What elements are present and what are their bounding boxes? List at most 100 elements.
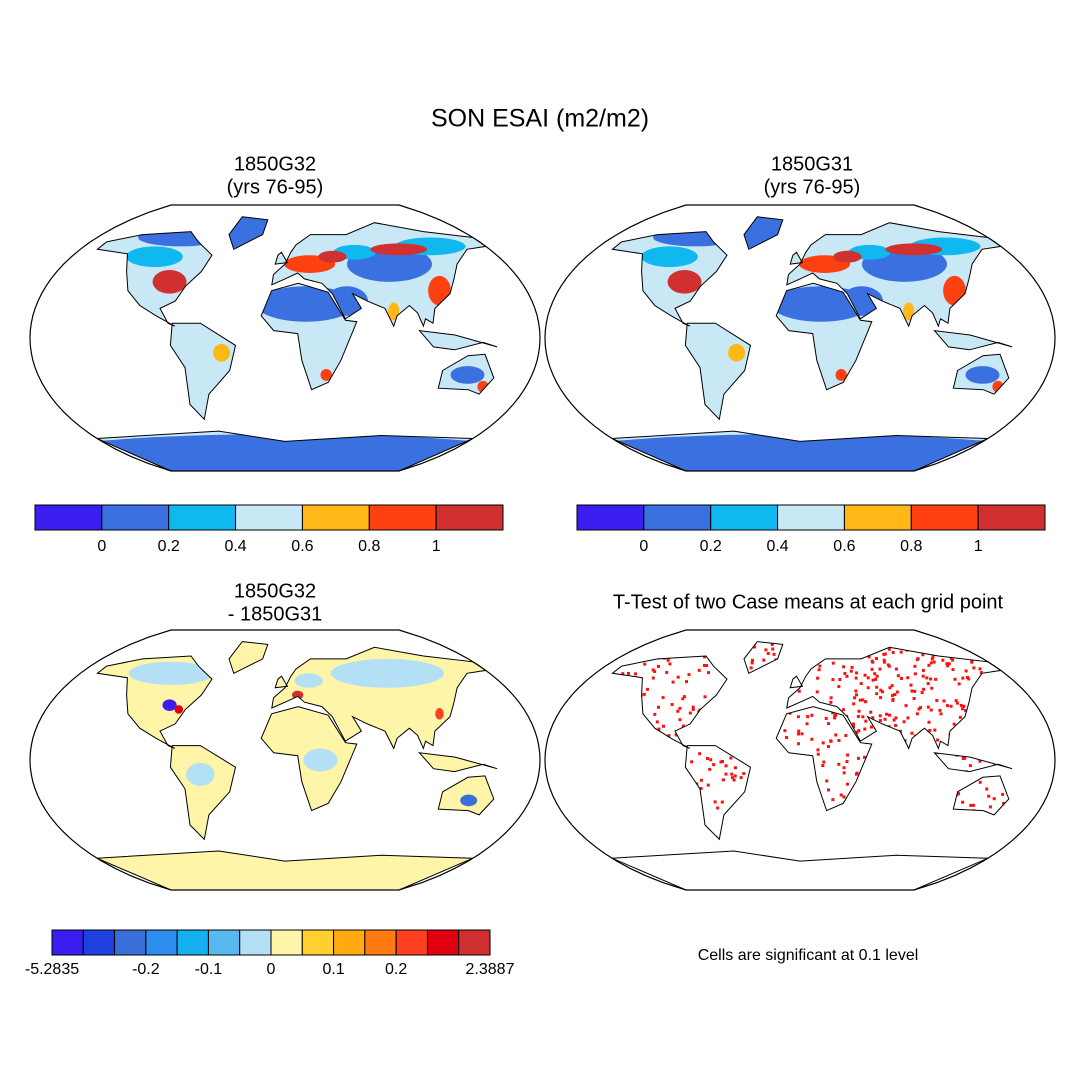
significant-cell — [852, 702, 856, 706]
significant-cell — [724, 764, 728, 768]
significant-cell — [699, 778, 703, 782]
significant-cell — [829, 696, 833, 700]
map — [29, 629, 541, 891]
significant-cell — [825, 779, 829, 783]
significant-cell — [873, 672, 877, 676]
significant-cell — [1002, 801, 1006, 805]
significant-cell — [851, 725, 855, 729]
significant-cell — [742, 772, 746, 776]
significant-cell — [676, 675, 680, 679]
map — [29, 204, 541, 472]
significant-cell — [896, 674, 900, 678]
significant-cell — [1001, 792, 1005, 796]
field-patch — [965, 366, 1000, 384]
significant-cell — [698, 752, 702, 756]
significant-cell — [766, 652, 770, 656]
significant-cell — [730, 776, 734, 780]
significant-cell — [733, 766, 737, 770]
significant-cell — [633, 672, 637, 676]
significant-cell — [946, 664, 950, 668]
significant-cell — [822, 760, 826, 764]
field-patch — [435, 708, 444, 720]
significant-cell — [845, 674, 849, 678]
significant-cell — [970, 660, 974, 664]
significant-cell — [892, 718, 896, 722]
significant-cell — [899, 650, 903, 654]
significant-cell — [945, 662, 949, 666]
significant-cell — [783, 729, 787, 733]
significant-cell — [992, 797, 996, 801]
significant-cell — [913, 664, 917, 668]
significant-cell — [721, 778, 725, 782]
significant-cell — [857, 729, 861, 733]
significant-cell — [888, 686, 892, 690]
significant-cell — [866, 676, 870, 680]
significant-cell — [708, 767, 712, 771]
colorbar-box — [168, 504, 237, 531]
field-patch — [186, 762, 215, 786]
field-patch — [667, 270, 702, 294]
significant-cell — [833, 716, 837, 720]
significant-cell — [929, 708, 933, 712]
significant-cell — [855, 671, 859, 675]
map-border — [29, 204, 541, 472]
significant-cell — [681, 697, 685, 701]
significant-cell — [902, 720, 906, 724]
significant-cell — [732, 778, 736, 782]
significant-cell — [968, 764, 972, 768]
significant-cell — [685, 680, 689, 684]
significant-cell — [871, 678, 875, 682]
significant-cell — [885, 712, 889, 716]
significant-cell — [753, 645, 757, 649]
field-patch — [126, 246, 183, 268]
coastline — [96, 641, 498, 891]
significant-cell — [826, 788, 830, 792]
significant-cell — [688, 711, 692, 715]
significant-cell — [678, 706, 682, 710]
significant-cell — [656, 664, 660, 668]
significant-cell — [936, 738, 940, 742]
significant-cell — [978, 759, 982, 763]
significant-cell — [655, 720, 659, 724]
significant-cell — [864, 700, 868, 704]
significant-cell — [750, 658, 754, 662]
colorbar-box — [777, 504, 845, 531]
significant-cell — [878, 714, 882, 718]
significant-cell — [837, 685, 841, 689]
significant-cell — [829, 739, 833, 743]
significant-cell — [772, 652, 776, 656]
significant-cell — [842, 766, 846, 770]
significant-cell — [844, 734, 848, 738]
significant-cell — [827, 722, 831, 726]
significant-cell — [857, 709, 861, 713]
colorbar-box — [239, 929, 272, 956]
significant-cell — [821, 764, 825, 768]
significant-cell — [891, 698, 895, 702]
field-patch — [903, 302, 915, 321]
field-patch — [152, 270, 187, 294]
significant-cell — [926, 682, 930, 686]
significant-cell — [676, 709, 680, 713]
significant-cell — [882, 658, 886, 662]
field-patch — [450, 366, 485, 384]
significant-cell — [826, 745, 830, 749]
significant-cell — [829, 700, 833, 704]
significant-cell — [910, 689, 914, 693]
significant-cell — [671, 680, 675, 684]
land — [612, 641, 1013, 890]
significant-cell — [842, 771, 846, 775]
significant-cell — [871, 716, 875, 720]
colorbar-box — [34, 504, 103, 531]
colorbar-label: 0.8 — [358, 538, 380, 555]
significant-cell — [817, 668, 821, 672]
colorbar-label: 0 — [639, 538, 648, 555]
colorbar-box — [301, 504, 370, 531]
colorbar-label: 0.2 — [700, 538, 722, 555]
significant-cell — [854, 676, 858, 680]
significant-cell — [858, 698, 862, 702]
colorbar-box — [458, 929, 491, 956]
significant-cell — [879, 696, 883, 700]
significant-cell — [910, 731, 914, 735]
colorbar-box — [977, 504, 1046, 531]
